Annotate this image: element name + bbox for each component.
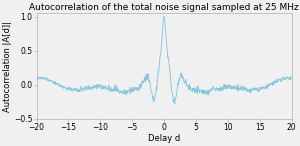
Y-axis label: Autocorrelation |A[d]|: Autocorrelation |A[d]| <box>4 21 13 112</box>
Title: Autocorrelation of the total noise signal sampled at 25 MHz: Autocorrelation of the total noise signa… <box>29 4 299 12</box>
X-axis label: Delay d: Delay d <box>148 134 180 142</box>
